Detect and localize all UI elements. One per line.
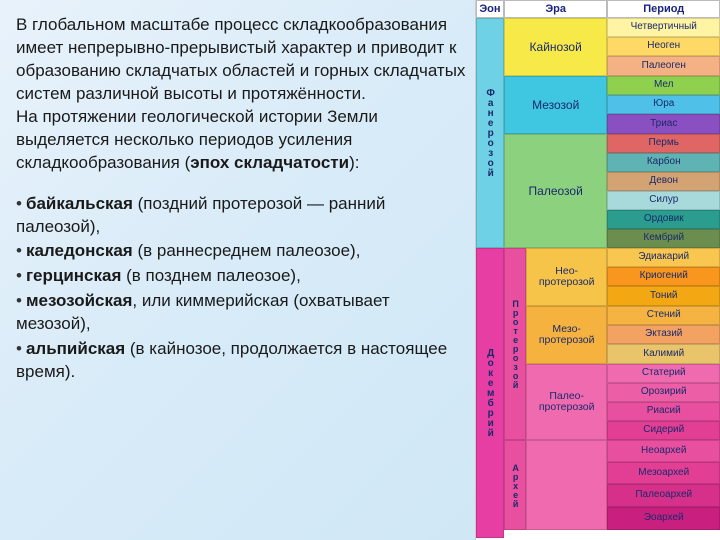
- eon-cell: Докембрий: [476, 248, 504, 538]
- epoch-desc: (в раннесреднем палеозое),: [133, 241, 361, 260]
- period-cell: Эдиакарий: [607, 248, 720, 267]
- epoch-name: альпийская: [26, 339, 125, 358]
- epoch-item: герцинская (в позднем палеозое),: [16, 265, 467, 288]
- era-archean-block: Архей: [504, 440, 608, 530]
- epoch-item: альпийская (в кайнозое, продолжается в н…: [16, 338, 467, 384]
- period-cell: Калимий: [607, 344, 720, 364]
- period-cell: Триас: [607, 114, 720, 134]
- period-cell: Неоген: [607, 37, 720, 56]
- eon-cell: Фанерозой: [476, 18, 504, 248]
- epoch-item: каледонская (в раннесреднем палеозое),: [16, 240, 467, 263]
- period-cell: Орозирий: [607, 383, 720, 402]
- period-cell: Тоний: [607, 286, 720, 306]
- period-cell: Криогений: [607, 267, 720, 286]
- header-period: Период: [607, 0, 720, 18]
- p1-close: ):: [349, 153, 359, 172]
- period-cell: Палеоархей: [607, 484, 720, 507]
- epoch-list: байкальская (поздний протерозой — ранний…: [16, 193, 467, 385]
- p1-emph: эпох складчатости: [190, 153, 349, 172]
- period-cell: Неоархей: [607, 440, 720, 462]
- era-cell: Мезозой: [504, 76, 608, 134]
- era-cell: Палеозой: [504, 134, 608, 248]
- geo-body: Фанерозой Докембрий КайнозойМезозойПалеоз…: [476, 18, 720, 540]
- period-cell: Мезоархей: [607, 462, 720, 484]
- period-cell: Мел: [607, 76, 720, 95]
- era-cell: Кайнозой: [504, 18, 608, 76]
- era-sub-cell: Мезо- протерозой: [526, 306, 608, 364]
- period-cell: Девон: [607, 172, 720, 191]
- epoch-name: каледонская: [26, 241, 133, 260]
- period-column: ЧетвертичныйНеогенПалеогенМелЮраТриасПер…: [607, 18, 720, 540]
- epoch-name: байкальская: [26, 194, 133, 213]
- epoch-item: мезозойская, или киммерийская (охватывае…: [16, 290, 467, 336]
- paragraph-1: В глобальном масштабе процесс складкообр…: [16, 14, 467, 175]
- era-column: КайнозойМезозойПалеозой Протерозой Нео- пр…: [504, 18, 608, 540]
- eon-label: Докембрий: [485, 348, 496, 438]
- era-proterozoic-block: Протерозой Нео- протерозойМезо- протерозо…: [504, 248, 608, 440]
- header-era: Эра: [504, 0, 608, 18]
- period-cell: Четвертичный: [607, 18, 720, 37]
- epoch-name: герцинская: [26, 266, 121, 285]
- era-sub-column: Нео- протерозойМезо- протерозойПалео- пр…: [526, 248, 608, 440]
- period-cell: Карбон: [607, 153, 720, 172]
- period-cell: Сидерий: [607, 421, 720, 440]
- era-sub-cell: Палео- протерозой: [526, 364, 608, 440]
- epoch-item: байкальская (поздний протерозой — ранний…: [16, 193, 467, 239]
- period-cell: Статерий: [607, 364, 720, 383]
- era-sub-cell: Нео- протерозой: [526, 248, 608, 306]
- period-cell: Стений: [607, 306, 720, 325]
- epoch-desc: (в позднем палеозое),: [121, 266, 300, 285]
- period-cell: Палеоген: [607, 56, 720, 76]
- epoch-name: мезозойская: [26, 291, 132, 310]
- era-strip-label: Архей: [510, 463, 519, 508]
- period-cell: Эоархей: [607, 507, 720, 530]
- period-cell: Силур: [607, 191, 720, 210]
- geo-header-row: Эон Эра Период: [476, 0, 720, 18]
- era-archean-fill: [526, 440, 608, 530]
- header-eon: Эон: [476, 0, 504, 18]
- period-cell: Кембрий: [607, 229, 720, 248]
- period-cell: Риасий: [607, 402, 720, 421]
- era-strip-archean: Архей: [504, 440, 526, 530]
- period-cell: Юра: [607, 95, 720, 114]
- period-cell: Эктазий: [607, 325, 720, 344]
- period-cell: Пермь: [607, 134, 720, 153]
- period-cell: Ордовик: [607, 210, 720, 229]
- eon-column: Фанерозой Докембрий: [476, 18, 504, 540]
- p1-intro: В глобальном масштабе процесс складкообр…: [16, 15, 465, 103]
- era-strip-label: Протерозой: [510, 299, 519, 389]
- text-panel: В глобальном масштабе процесс складкообр…: [0, 0, 475, 540]
- era-strip-proterozoic: Протерозой: [504, 248, 526, 440]
- geologic-scale: Эон Эра Период Фанерозой Докембрий Кайноз…: [475, 0, 720, 540]
- eon-label: Фанерозой: [485, 88, 496, 178]
